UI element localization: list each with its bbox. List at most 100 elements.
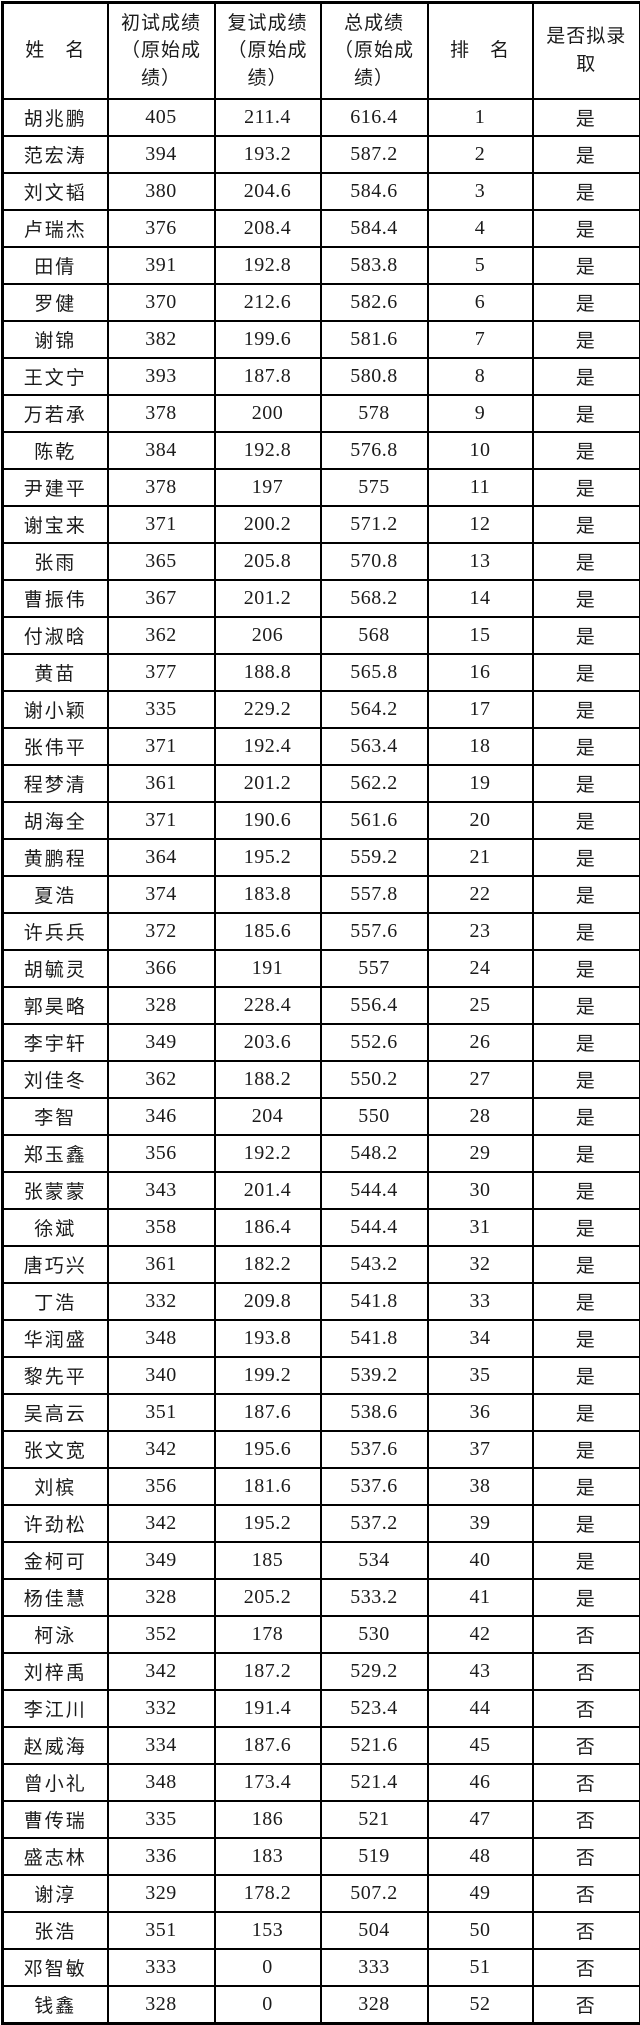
- initial-score-cell: 349: [108, 1024, 215, 1061]
- retest-score-cell: 185.6: [215, 913, 321, 950]
- total-score-cell: 616.4: [321, 99, 428, 136]
- rank-cell: 5: [428, 247, 533, 284]
- retest-score-cell: 153: [215, 1912, 321, 1949]
- initial-score-cell: 364: [108, 839, 215, 876]
- admitted-cell: 否: [533, 1653, 640, 1690]
- admitted-cell: 是: [533, 765, 640, 802]
- retest-score-cell: 195.6: [215, 1431, 321, 1468]
- retest-score-cell: 192.4: [215, 728, 321, 765]
- name-cell: 刘梓禹: [3, 1653, 108, 1690]
- retest-score-cell: 195.2: [215, 839, 321, 876]
- admitted-cell: 是: [533, 136, 640, 173]
- initial-score-cell: 333: [108, 1949, 215, 1986]
- retest-score-cell: 183: [215, 1838, 321, 1875]
- total-score-cell: 521.4: [321, 1764, 428, 1801]
- name-cell: 陈乾: [3, 432, 108, 469]
- rank-cell: 40: [428, 1542, 533, 1579]
- initial-score-cell: 378: [108, 395, 215, 432]
- admitted-cell: 是: [533, 173, 640, 210]
- total-score-cell: 557.8: [321, 876, 428, 913]
- initial-score-cell: 371: [108, 802, 215, 839]
- admitted-cell: 是: [533, 247, 640, 284]
- total-score-cell: 565.8: [321, 654, 428, 691]
- initial-score-cell: 328: [108, 987, 215, 1024]
- name-cell: 张蒙蒙: [3, 1172, 108, 1209]
- rank-cell: 4: [428, 210, 533, 247]
- rank-cell: 50: [428, 1912, 533, 1949]
- retest-score-cell: 203.6: [215, 1024, 321, 1061]
- retest-score-cell: 204: [215, 1098, 321, 1135]
- total-score-cell: 584.4: [321, 210, 428, 247]
- rank-cell: 37: [428, 1431, 533, 1468]
- admitted-cell: 是: [533, 876, 640, 913]
- total-score-cell: 537.6: [321, 1468, 428, 1505]
- retest-score-cell: 228.4: [215, 987, 321, 1024]
- retest-score-cell: 201.4: [215, 1172, 321, 1209]
- total-score-cell: 575: [321, 469, 428, 506]
- total-score-cell: 538.6: [321, 1394, 428, 1431]
- retest-score-cell: 211.4: [215, 99, 321, 136]
- initial-score-cell: 380: [108, 173, 215, 210]
- retest-score-cell: 188.2: [215, 1061, 321, 1098]
- total-score-cell: 543.2: [321, 1246, 428, 1283]
- retest-score-cell: 187.2: [215, 1653, 321, 1690]
- retest-score-cell: 192.8: [215, 432, 321, 469]
- admitted-cell: 是: [533, 1357, 640, 1394]
- initial-score-cell: 356: [108, 1135, 215, 1172]
- total-score-cell: 521: [321, 1801, 428, 1838]
- admitted-cell: 是: [533, 358, 640, 395]
- name-cell: 赵威海: [3, 1727, 108, 1764]
- total-score-cell: 550: [321, 1098, 428, 1135]
- retest-score-cell: 199.6: [215, 321, 321, 358]
- name-cell: 曾小礼: [3, 1764, 108, 1801]
- admitted-cell: 否: [533, 1949, 640, 1986]
- initial-score-cell: 367: [108, 580, 215, 617]
- rank-cell: 19: [428, 765, 533, 802]
- retest-score-cell: 201.2: [215, 765, 321, 802]
- retest-score-cell: 191: [215, 950, 321, 987]
- admitted-cell: 是: [533, 987, 640, 1024]
- rank-cell: 15: [428, 617, 533, 654]
- retest-score-cell: 193.2: [215, 136, 321, 173]
- rank-cell: 8: [428, 358, 533, 395]
- column-header-rank: 排 名: [428, 3, 533, 100]
- initial-score-cell: 378: [108, 469, 215, 506]
- total-score-cell: 557: [321, 950, 428, 987]
- rank-cell: 9: [428, 395, 533, 432]
- column-header-admitted: 是否拟录 取: [533, 3, 640, 100]
- admitted-cell: 是: [533, 321, 640, 358]
- retest-score-cell: 178: [215, 1616, 321, 1653]
- initial-score-cell: 358: [108, 1209, 215, 1246]
- retest-score-cell: 206: [215, 617, 321, 654]
- initial-score-cell: 366: [108, 950, 215, 987]
- retest-score-cell: 173.4: [215, 1764, 321, 1801]
- total-score-cell: 570.8: [321, 543, 428, 580]
- rank-cell: 34: [428, 1320, 533, 1357]
- initial-score-cell: 365: [108, 543, 215, 580]
- admitted-cell: 是: [533, 432, 640, 469]
- initial-score-cell: 351: [108, 1394, 215, 1431]
- name-cell: 胡兆鹏: [3, 99, 108, 136]
- admitted-cell: 是: [533, 1024, 640, 1061]
- total-score-cell: 539.2: [321, 1357, 428, 1394]
- total-score-cell: 564.2: [321, 691, 428, 728]
- initial-score-cell: 374: [108, 876, 215, 913]
